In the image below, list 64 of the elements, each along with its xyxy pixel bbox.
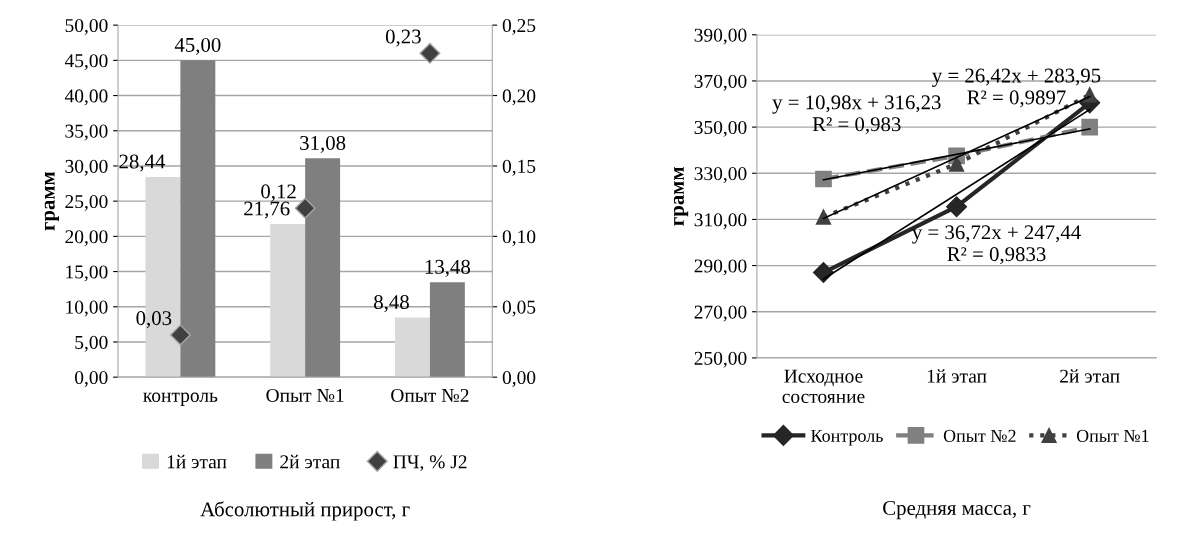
legend-label: Опыт №1 <box>1076 429 1149 442</box>
annotation: y = 36,72x + 247,44 R² = 0,9833 <box>912 225 1081 265</box>
point <box>946 196 968 218</box>
y-tick-label: 5,00 <box>75 335 108 352</box>
point <box>1081 118 1099 136</box>
y-tick-label: 290,00 <box>694 259 747 276</box>
y-tick-label: 390,00 <box>694 28 747 45</box>
y-tick-label: 370,00 <box>694 74 747 91</box>
y-axis-title: грамм <box>673 167 689 226</box>
y2-tick-label: 0,25 <box>502 18 536 35</box>
legend-label: ПЧ, % J2 <box>393 455 467 472</box>
x-tick-label: контроль <box>143 392 218 406</box>
y-tick-label: 310,00 <box>694 213 747 230</box>
point <box>948 156 965 172</box>
bar <box>180 60 216 378</box>
text: Средняя масса, г <box>883 501 1031 520</box>
y-tick-label: 45,00 <box>64 54 108 71</box>
y-tick-label: 250,00 <box>694 351 747 368</box>
data-label: 0,03 <box>136 311 172 329</box>
x-tick-label: Исходное состояние <box>782 369 865 404</box>
x-tick-label: 2й этап <box>1060 369 1120 383</box>
data-label: 0,23 <box>385 29 421 47</box>
y-tick-label: 35,00 <box>65 124 108 141</box>
y-tick-label: 330,00 <box>694 167 747 183</box>
data-label: 8,48 <box>374 295 409 313</box>
y-tick-label: 20,00 <box>65 230 108 247</box>
bar <box>305 158 341 378</box>
text: Абсолютный прирост, г <box>200 501 410 521</box>
y-tick-label: 0,00 <box>75 370 108 387</box>
y-tick-label: 10,00 <box>66 300 108 317</box>
x-tick-label: Опыт №2 <box>391 388 469 402</box>
annotation: y = 10,98x + 316,23 R² = 0,983 <box>772 95 941 135</box>
point <box>815 170 832 188</box>
data-label: 13,48 <box>425 259 471 277</box>
legend-label: 2й этап <box>280 454 340 469</box>
y-tick-label: 50,00 <box>65 18 108 35</box>
data-label: 21,76 <box>244 201 290 219</box>
y-tick-label: 350,00 <box>694 120 747 137</box>
x-tick-label: 1й этап <box>927 369 987 383</box>
bar <box>394 317 430 378</box>
legend-label: 1й этап <box>167 454 227 469</box>
point <box>815 209 832 225</box>
data-label: 45,00 <box>174 37 221 55</box>
x-tick-label: Опыт №1 <box>266 388 344 402</box>
data-label: 0,12 <box>261 184 296 202</box>
data-label: 28,44 <box>119 154 166 172</box>
legend-label: Контроль <box>811 429 883 446</box>
y2-tick-label: 0,20 <box>502 89 536 106</box>
bar <box>270 223 306 378</box>
y2-tick-label: 0,00 <box>502 370 536 387</box>
y-tick-label: 25,00 <box>65 194 108 211</box>
y-tick-label: 40,00 <box>64 89 108 106</box>
y2-tick-label: 0,10 <box>502 230 536 247</box>
y-tick-label: 30,00 <box>65 159 108 176</box>
bar <box>429 282 465 378</box>
point <box>294 197 316 219</box>
point <box>419 42 441 64</box>
y2-tick-label: 0,15 <box>502 159 536 176</box>
y2-tick-label: 0,05 <box>502 300 536 317</box>
legend-label: Опыт №2 <box>943 429 1016 442</box>
data-label: 31,08 <box>300 135 346 153</box>
y-tick-label: 15,00 <box>66 265 108 282</box>
y-axis-title: грамм <box>44 171 59 231</box>
y-tick-label: 270,00 <box>694 305 747 322</box>
